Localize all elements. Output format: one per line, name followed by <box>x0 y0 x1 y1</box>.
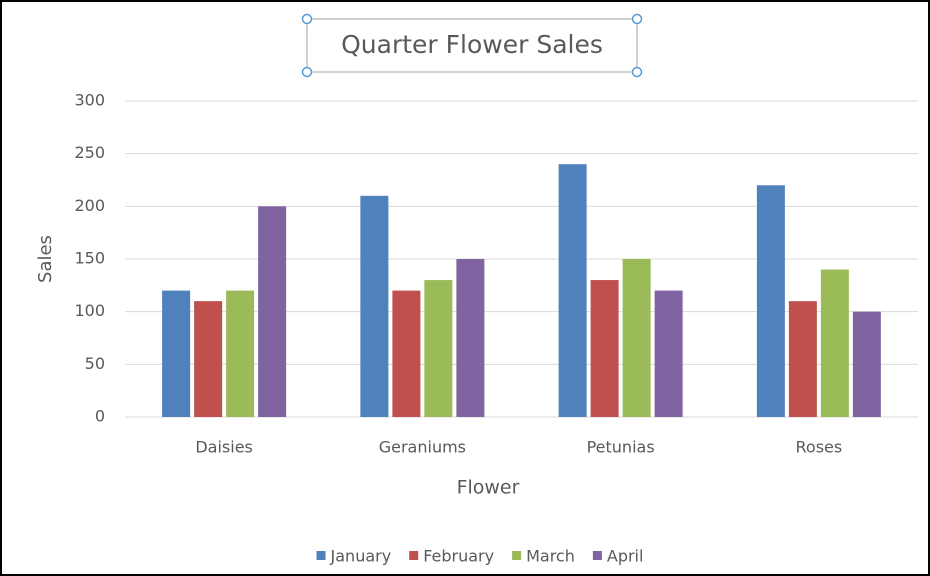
legend-label: January <box>330 547 392 566</box>
bar <box>360 195 389 417</box>
y-tick-label: 150 <box>74 249 105 268</box>
x-tick-label: Geraniums <box>379 438 466 457</box>
legend-swatch <box>592 551 602 560</box>
bar <box>194 301 223 417</box>
y-tick-label: 50 <box>85 354 105 373</box>
bar <box>558 164 587 417</box>
y-tick-label: 200 <box>74 196 105 215</box>
legend-swatch <box>316 551 326 560</box>
y-tick-label: 300 <box>74 91 105 110</box>
x-tick-label: Daisies <box>195 438 253 457</box>
bar <box>622 259 651 417</box>
legend-swatch <box>512 551 522 560</box>
selection-handles <box>301 13 643 78</box>
bar <box>392 290 421 417</box>
x-axis-label: Flower <box>457 477 520 499</box>
x-tick-label: Roses <box>796 438 843 457</box>
y-tick-label: 0 <box>95 407 105 426</box>
bar <box>788 301 817 417</box>
legend-label: March <box>526 547 575 566</box>
chart-title: Quarter Flower Sales <box>341 30 603 59</box>
bar <box>852 311 881 417</box>
title-selection[interactable] <box>306 18 638 73</box>
bar <box>226 290 255 417</box>
y-tick-label: 250 <box>74 143 105 162</box>
bar <box>756 185 785 417</box>
bar <box>654 290 683 417</box>
legend-label: February <box>423 547 494 566</box>
y-tick-label: 100 <box>74 301 105 320</box>
bar <box>590 280 619 417</box>
bar <box>424 280 453 417</box>
legend-label: April <box>607 547 644 566</box>
bar <box>162 290 191 417</box>
bar <box>258 206 287 417</box>
bar <box>820 269 849 417</box>
bar <box>456 259 485 417</box>
legend-swatch <box>409 551 419 560</box>
x-tick-label: Petunias <box>587 438 655 457</box>
y-axis-label: Sales <box>35 235 56 283</box>
